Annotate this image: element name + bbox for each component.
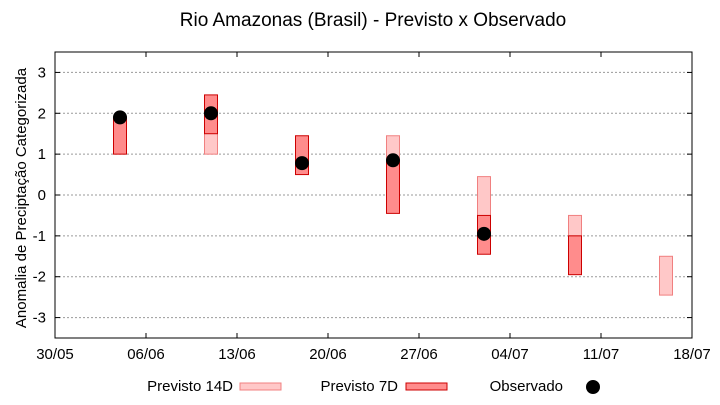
y-tick-label: 3	[38, 64, 46, 81]
x-tick-label: 11/07	[583, 346, 619, 363]
y-tick-label: -3	[33, 310, 46, 327]
chart-title: Rio Amazonas (Brasil) - Previsto x Obser…	[180, 10, 566, 31]
bar-previsto-14d-3	[568, 214, 582, 237]
x-tick-label: 13/06	[218, 346, 256, 363]
point-layer	[113, 106, 491, 241]
x-tick-label: 27/06	[400, 346, 438, 363]
point-observado-3	[386, 153, 400, 168]
legend-swatch-previsto-7d	[405, 382, 448, 391]
bar-previsto-7d-5	[568, 235, 582, 276]
x-tick-label: 20/06	[309, 346, 347, 363]
y-tick-label: 2	[38, 105, 46, 122]
legend-label: Observado	[490, 378, 563, 395]
y-tick-label: -1	[33, 228, 46, 245]
bar-previsto-14d-4	[659, 255, 673, 296]
point-observado-2	[295, 156, 309, 171]
y-tick-label: 1	[38, 146, 46, 163]
legend-swatch-observado	[586, 380, 600, 394]
point-observado-1	[204, 106, 218, 121]
grid-layer	[55, 71, 692, 319]
y-axis-label: Anomalia de Preciptação Categorizada	[13, 67, 30, 328]
y-tick-label: -2	[33, 269, 46, 286]
legend-swatch-previsto-14d	[239, 382, 282, 391]
legend-label: Previsto 7D	[320, 378, 398, 395]
x-tick-label: 04/07	[491, 346, 529, 363]
x-tick-label: 18/07	[673, 346, 711, 363]
bar-previsto-7d-3	[386, 159, 400, 214]
point-observado-4	[477, 226, 491, 241]
legend-label: Previsto 14D	[147, 378, 233, 395]
legend: Previsto 14D Previsto 7D Observado	[147, 378, 600, 395]
x-tick-label: 06/06	[127, 346, 165, 363]
point-observado-0	[113, 110, 127, 125]
y-tick-label: 0	[38, 187, 46, 204]
bar-previsto-14d-2	[477, 176, 491, 218]
axis-layer: -3 -2 -1 0 1 2 3 30/05 06/06 13/06 20/06 27/06 04/07…	[33, 51, 711, 363]
x-tick-label: 30/05	[36, 346, 74, 363]
bar-layer	[113, 94, 673, 296]
